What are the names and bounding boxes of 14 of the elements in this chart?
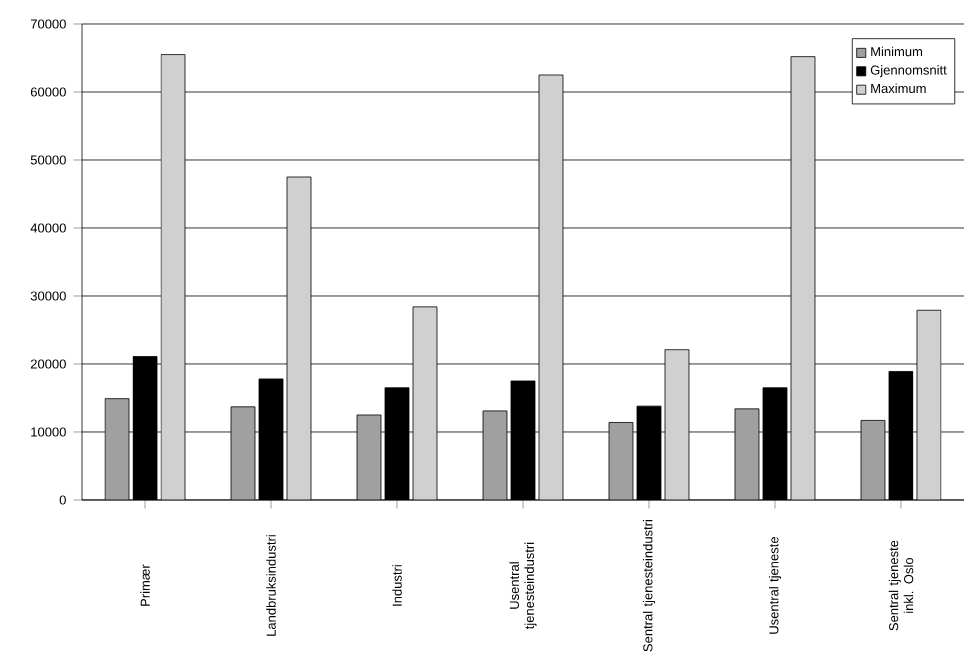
bar: [286, 176, 312, 500]
bar: [664, 349, 690, 500]
bar: [356, 414, 382, 500]
bar: [482, 410, 508, 500]
bar: [608, 422, 634, 500]
bar: [160, 54, 186, 500]
bar: [538, 74, 564, 500]
bar: [734, 408, 760, 500]
bar: [790, 56, 816, 500]
bar: [860, 420, 886, 500]
bar: [916, 309, 942, 500]
bar: [412, 306, 438, 500]
bar: [104, 398, 130, 500]
bar: [230, 406, 256, 500]
